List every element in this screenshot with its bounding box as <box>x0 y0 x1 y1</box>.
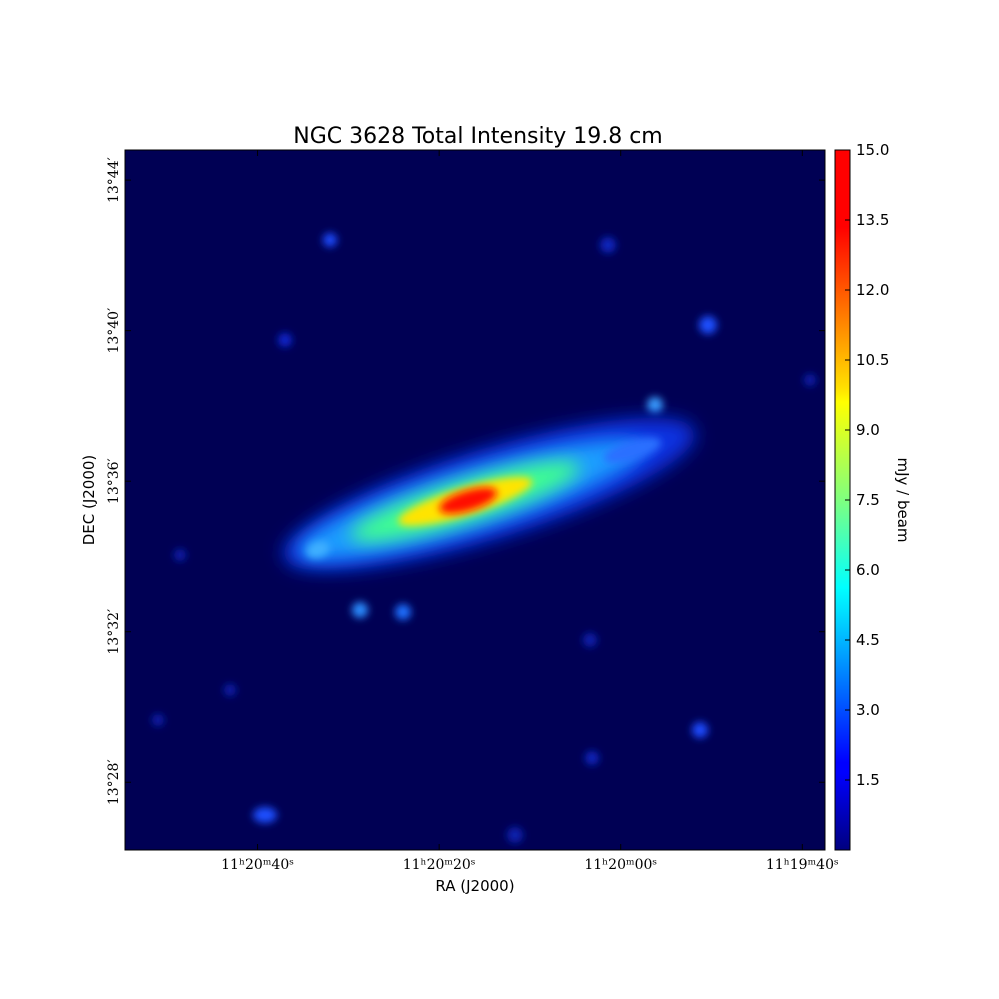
colorbar-tick-label: 4.5 <box>856 631 880 649</box>
colorbar-tick-label: 1.5 <box>856 771 880 789</box>
y-tick-label: 13°40′ <box>106 308 122 354</box>
colorbar-tick-label: 13.5 <box>856 211 889 229</box>
colorbar-tick-label: 3.0 <box>856 701 880 719</box>
noise-sources <box>152 233 816 843</box>
x-axis-label: RA (J2000) <box>435 877 514 895</box>
y-tick-label: 13°36′ <box>106 458 122 504</box>
colorbar-tick-label: 6.0 <box>856 561 880 579</box>
x-tick-label: 11ʰ19ᵐ40ˢ <box>766 857 839 873</box>
colorbar-tick-label: 9.0 <box>856 421 880 439</box>
plot-frame <box>124 149 826 851</box>
chart-title: NGC 3628 Total Intensity 19.8 cm <box>293 124 662 149</box>
galaxy <box>283 417 696 571</box>
x-tick-label: 11ʰ20ᵐ20ˢ <box>403 857 476 873</box>
y-axis-label: DEC (J2000) <box>80 455 98 546</box>
y-tick-label: 13°32′ <box>106 609 122 655</box>
colorbar-tick-label: 7.5 <box>856 491 880 509</box>
colorbar-tick-label: 10.5 <box>856 351 889 369</box>
x-tick-label: 11ʰ20ᵐ00ˢ <box>584 857 657 873</box>
image <box>125 150 825 850</box>
colorbar-label: mJy / beam <box>894 457 912 542</box>
y-tick-label: 13°28′ <box>106 759 122 805</box>
x-tick-label: 11ʰ20ᵐ40ˢ <box>221 857 294 873</box>
colorbar-tick-label: 15.0 <box>856 141 889 159</box>
colorbar-tick-label: 12.0 <box>856 281 889 299</box>
y-tick-label: 13°44′ <box>106 157 122 203</box>
